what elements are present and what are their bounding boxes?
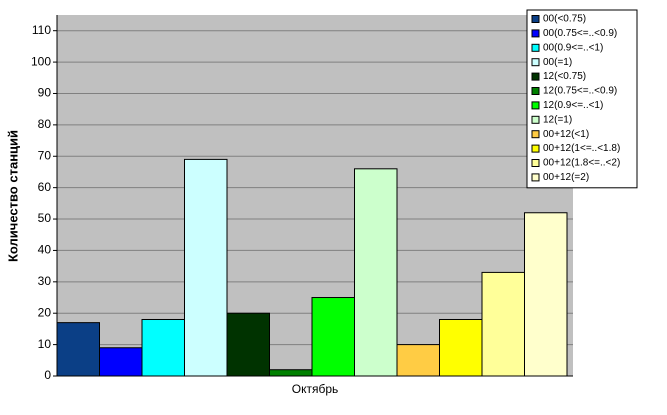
legend-swatch bbox=[531, 58, 540, 67]
legend-label: 00+12(=2) bbox=[543, 172, 589, 183]
legend-swatch bbox=[531, 15, 540, 23]
y-tick-label: 110 bbox=[32, 23, 51, 37]
bar bbox=[99, 347, 143, 377]
y-tick-label: 0 bbox=[44, 368, 51, 382]
y-tick-label: 10 bbox=[38, 337, 52, 351]
legend-label: 00(0.75<=..<0.9) bbox=[543, 28, 617, 39]
legend-swatch bbox=[531, 72, 540, 81]
bar bbox=[311, 297, 355, 377]
y-tick-label: 100 bbox=[31, 54, 51, 68]
legend-swatch bbox=[531, 173, 540, 182]
legend-label: 00+12(<1) bbox=[543, 129, 589, 140]
y-tick-label: 70 bbox=[38, 148, 52, 162]
x-tick-label: Октябрь bbox=[292, 382, 339, 396]
legend-swatch bbox=[531, 159, 540, 167]
y-tick-label: 90 bbox=[38, 86, 52, 100]
y-tick-label: 60 bbox=[38, 180, 52, 194]
legend-label: 12(0.9<=..<1) bbox=[543, 100, 603, 111]
y-tick-label: 80 bbox=[38, 117, 52, 131]
bar bbox=[439, 318, 483, 377]
bar bbox=[269, 369, 313, 377]
legend-label: 00(=1) bbox=[543, 57, 572, 68]
legend-swatch bbox=[531, 43, 540, 52]
legend-label: 00+12(1<=..<1.8) bbox=[543, 143, 620, 154]
bar bbox=[184, 158, 228, 377]
bar bbox=[354, 168, 398, 377]
legend-swatch bbox=[531, 101, 540, 110]
legend-swatch bbox=[531, 115, 540, 124]
legend-label: 12(0.75<=..<0.9) bbox=[543, 86, 617, 97]
y-axis-label: Количество станций bbox=[5, 130, 20, 262]
legend-label: 00(0.9<=..<1) bbox=[543, 42, 603, 53]
bar bbox=[141, 318, 185, 377]
legend-box bbox=[526, 9, 638, 189]
legend-swatch bbox=[531, 144, 540, 153]
legend-label: 00(<0.75) bbox=[543, 14, 586, 25]
legend-swatch bbox=[531, 87, 540, 95]
y-tick-label: 50 bbox=[38, 211, 52, 225]
bar bbox=[396, 344, 440, 377]
bar bbox=[56, 322, 100, 377]
legend-swatch bbox=[531, 130, 540, 139]
y-tick-label: 30 bbox=[38, 274, 52, 288]
bar bbox=[226, 312, 270, 377]
legend-label: 00+12(1.8<=..<2) bbox=[543, 158, 620, 169]
legend-label: 12(=1) bbox=[543, 114, 572, 125]
y-tick-label: 40 bbox=[38, 243, 52, 257]
bar bbox=[524, 212, 568, 377]
legend-swatch bbox=[531, 29, 540, 38]
bar bbox=[481, 271, 525, 377]
y-tick-label: 20 bbox=[38, 305, 52, 319]
legend-label: 12(<0.75) bbox=[543, 71, 586, 82]
